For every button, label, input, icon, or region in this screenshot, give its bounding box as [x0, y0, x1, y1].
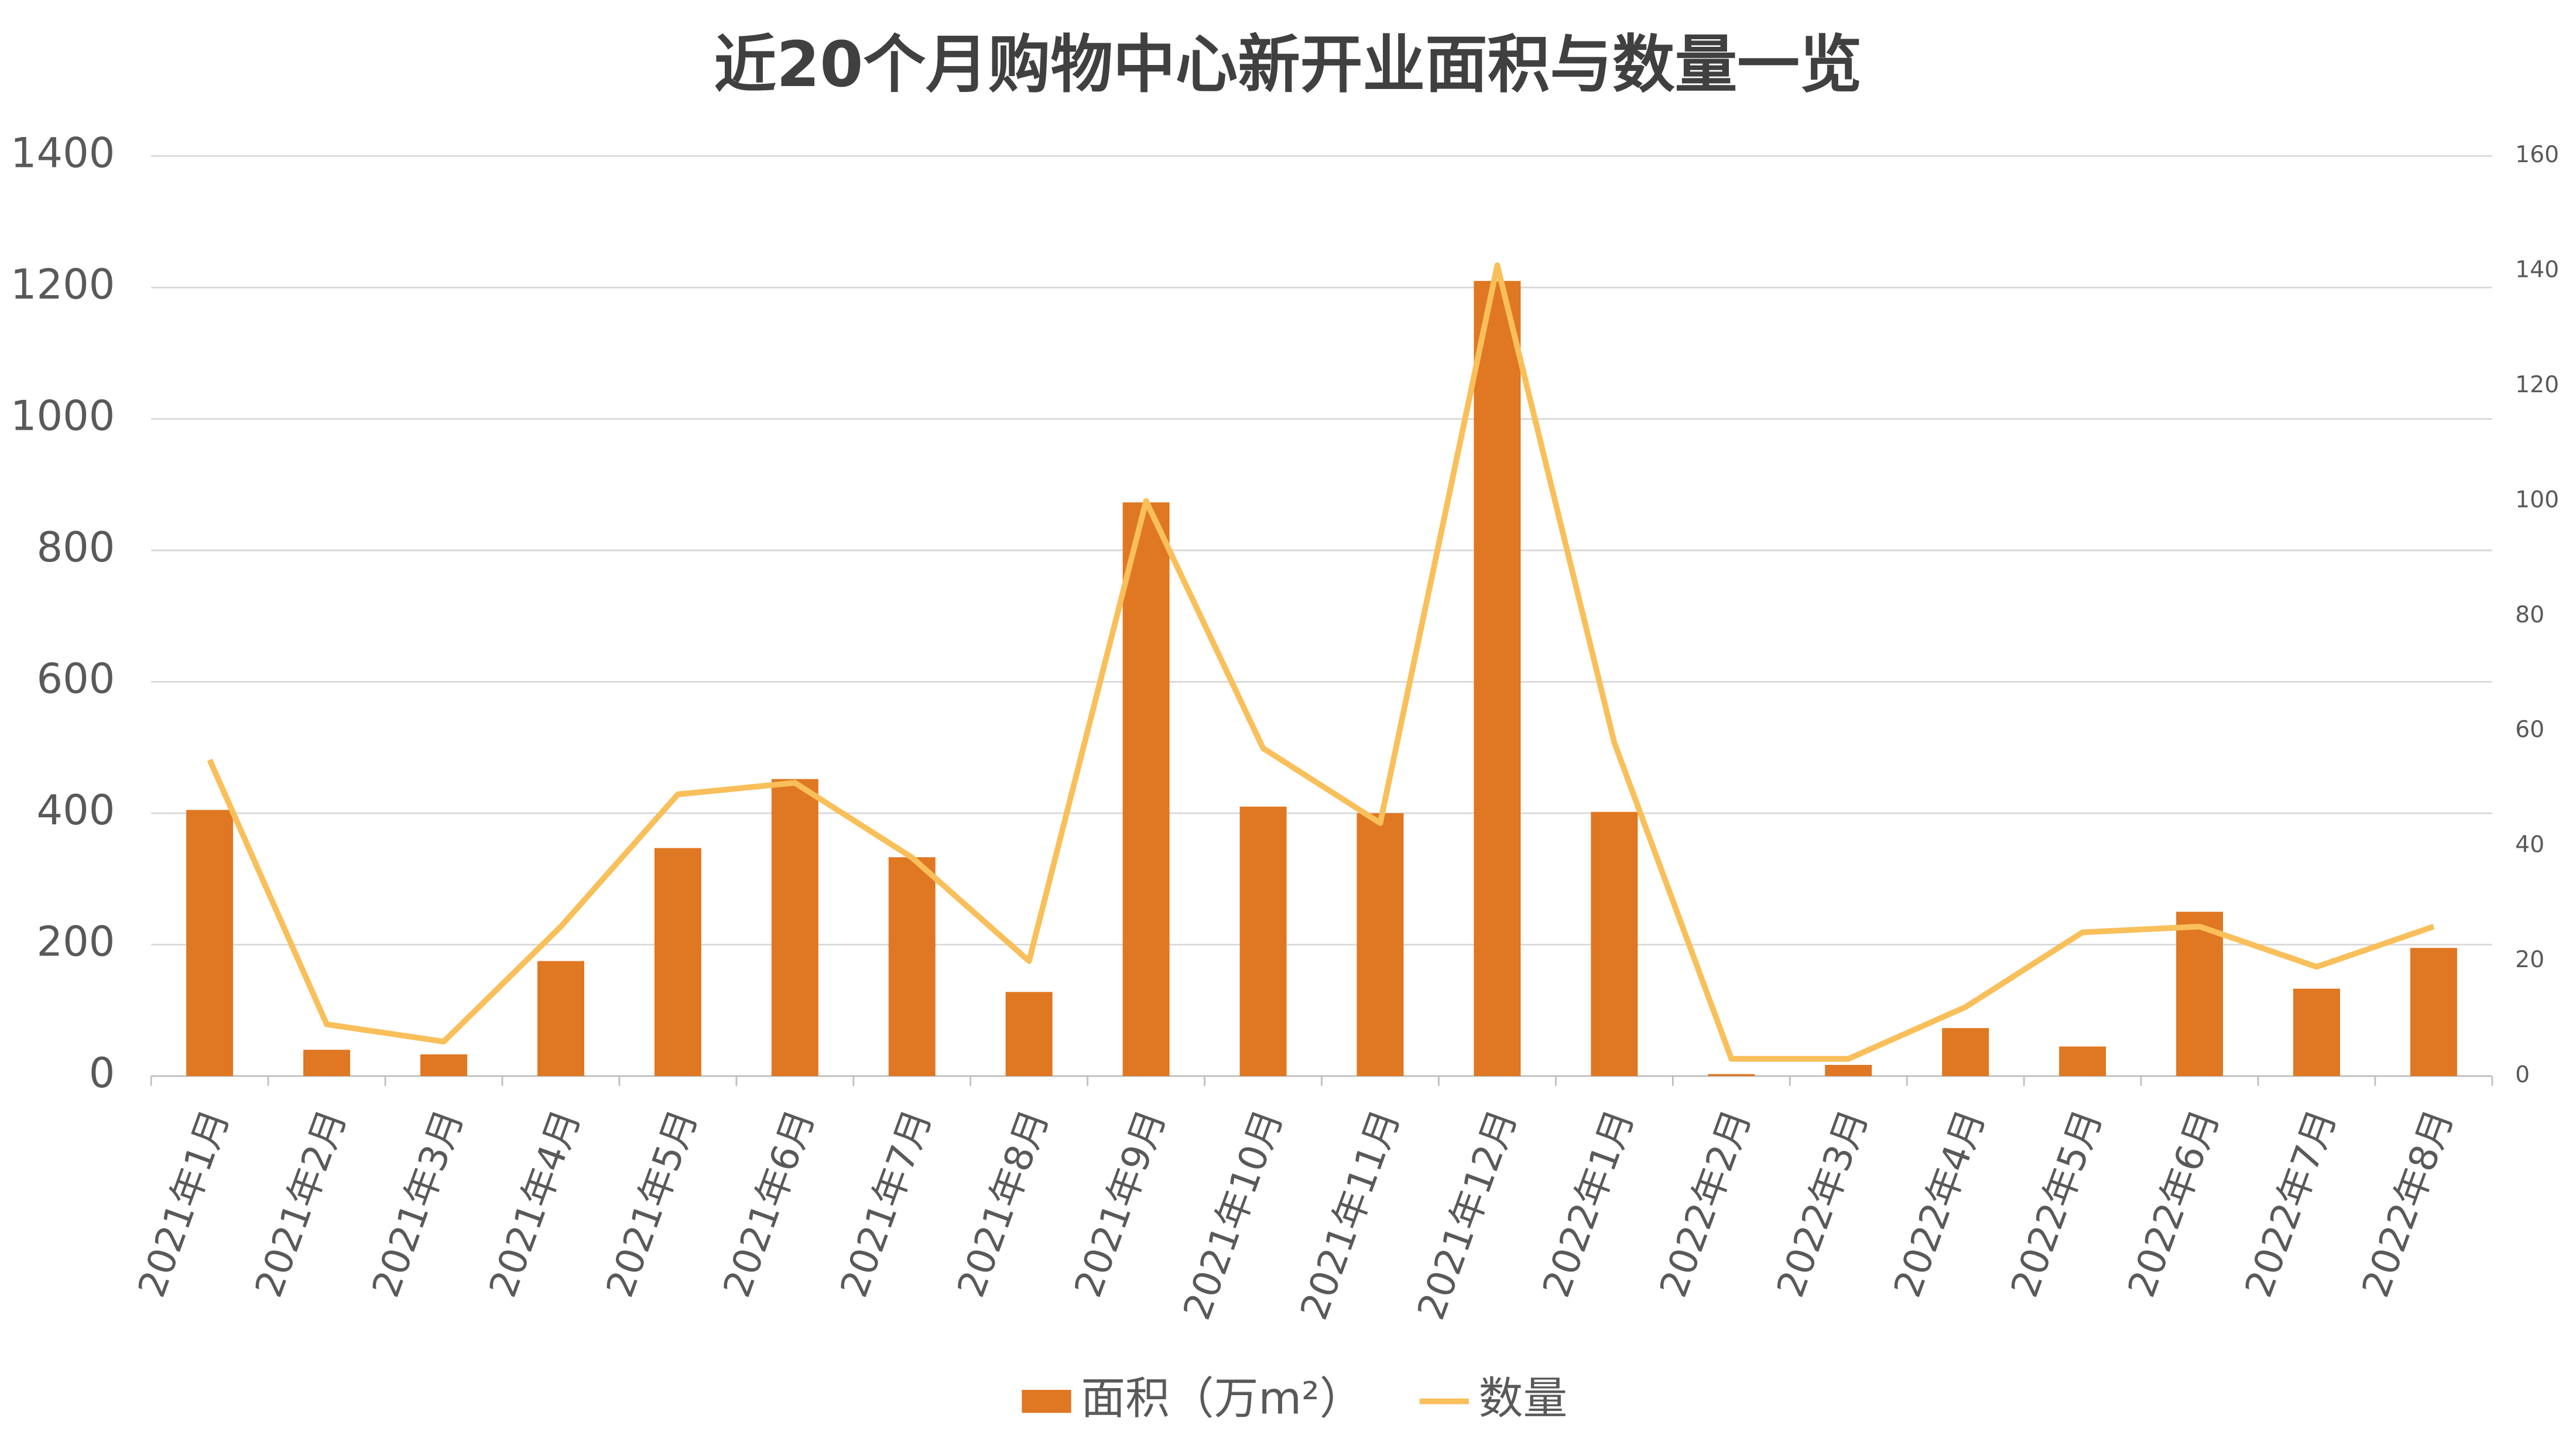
bar	[537, 961, 584, 1077]
bar	[1708, 1074, 1755, 1077]
bar	[1356, 813, 1404, 1077]
y2-tick-label: 140	[2515, 257, 2559, 283]
y-tick-label: 200	[37, 918, 115, 966]
legend-label: 数量	[1479, 1373, 1568, 1424]
y-tick-label: 800	[37, 523, 115, 571]
legend-swatch	[1022, 1389, 1071, 1413]
x-tick-label: 2021年2月	[247, 1104, 355, 1303]
x-tick-label: 2021年10月	[1175, 1104, 1292, 1325]
x-tick-label: 2022年1月	[1534, 1104, 1643, 1303]
x-tick-label: 2021年4月	[481, 1104, 589, 1303]
legend-label: 面积（万m²）	[1081, 1373, 1364, 1424]
x-tick-label: 2021年12月	[1409, 1104, 1526, 1325]
y2-tick-label: 0	[2515, 1062, 2530, 1088]
x-tick-label: 2021年7月	[832, 1104, 940, 1303]
y-tick-label: 0	[89, 1049, 115, 1097]
bar	[1239, 806, 1287, 1077]
line	[207, 262, 2435, 1062]
bar	[1591, 811, 1638, 1077]
bar	[1825, 1064, 1872, 1077]
bar	[771, 779, 818, 1077]
x-tick-label: 2022年2月	[1652, 1104, 1760, 1303]
y-tick-label: 1200	[11, 261, 115, 309]
x-tick-label: 2021年6月	[715, 1104, 823, 1303]
y2-tick-label: 40	[2515, 832, 2544, 858]
x-tick-label: 2021年3月	[364, 1104, 472, 1303]
chart-title: 近20个月购物中心新开业面积与数量一览	[714, 29, 1862, 101]
x-tick-label: 2022年8月	[2354, 1104, 2462, 1303]
x-tick-label: 2021年8月	[949, 1104, 1057, 1303]
y2-tick-label: 20	[2515, 947, 2544, 973]
bar	[303, 1050, 351, 1077]
bar	[2176, 912, 2224, 1077]
y-tick-label: 1400	[11, 129, 115, 177]
bar	[654, 848, 701, 1077]
y2-tick-label: 80	[2515, 602, 2544, 628]
y2-tick-label: 160	[2515, 142, 2559, 168]
bar	[1122, 502, 1170, 1077]
y-tick-label: 1000	[11, 392, 115, 440]
x-tick-label: 2021年11月	[1292, 1104, 1409, 1325]
x-tick-label: 2022年3月	[1769, 1104, 1877, 1303]
bar	[2059, 1046, 2106, 1077]
x-tick-label: 2021年1月	[130, 1104, 238, 1303]
y2-tick-label: 120	[2515, 372, 2559, 398]
bar	[1942, 1028, 1989, 1077]
y2-tick-label: 60	[2515, 717, 2544, 743]
x-tick-label: 2022年7月	[2237, 1104, 2345, 1303]
y-tick-label: 600	[37, 655, 115, 703]
x-tick-label: 2021年5月	[598, 1104, 706, 1303]
y-tick-label: 400	[37, 786, 115, 834]
y2-tick-label: 100	[2515, 487, 2559, 513]
bar	[420, 1054, 467, 1077]
bar	[1474, 280, 1521, 1077]
x-tick-label: 2022年4月	[1886, 1104, 1994, 1303]
bar	[888, 857, 936, 1077]
x-tick-label: 2021年9月	[1066, 1104, 1174, 1303]
bar	[2293, 988, 2340, 1077]
bar	[2410, 948, 2457, 1077]
x-tick-label: 2022年5月	[2003, 1104, 2111, 1303]
x-tick-label: 2022年6月	[2120, 1104, 2228, 1303]
bar	[186, 810, 234, 1077]
bar	[1005, 992, 1053, 1077]
